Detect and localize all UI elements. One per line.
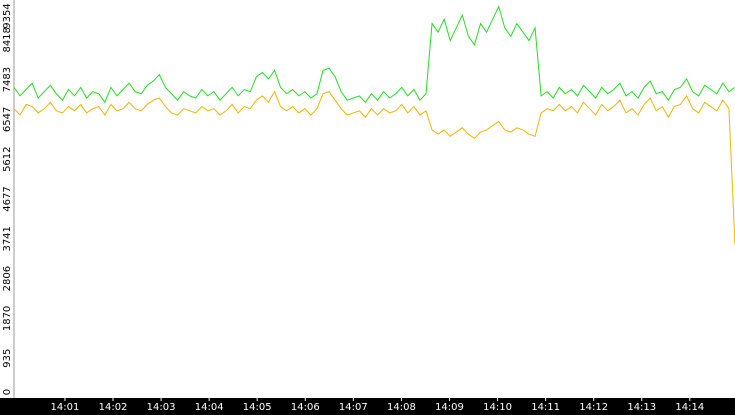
x-tick-label: 14:05 bbox=[243, 402, 272, 413]
x-tick-label: 14:08 bbox=[387, 402, 416, 413]
y-tick-label: 1870 bbox=[2, 306, 13, 331]
x-tick-label: 14:07 bbox=[339, 402, 368, 413]
y-tick-label: 2806 bbox=[2, 266, 13, 291]
y-tick-label: 8418 bbox=[2, 27, 13, 52]
y-tick-label: 5612 bbox=[2, 146, 13, 171]
x-tick-label: 14:01 bbox=[51, 402, 80, 413]
x-tick-label: 14:02 bbox=[99, 402, 128, 413]
y-tick-label: 6547 bbox=[2, 107, 13, 132]
x-tick-label: 14:14 bbox=[675, 402, 704, 413]
x-tick-label: 14:06 bbox=[291, 402, 320, 413]
y-tick-label: 935 bbox=[2, 349, 13, 368]
x-axis-band bbox=[0, 398, 735, 415]
y-tick-label: 4677 bbox=[2, 186, 13, 211]
x-tick-label: 14:12 bbox=[579, 402, 608, 413]
x-tick-label: 14:11 bbox=[531, 402, 560, 413]
x-tick-label: 14:03 bbox=[147, 402, 176, 413]
y-tick-label: 3741 bbox=[2, 226, 13, 251]
y-tick-label: 9354 bbox=[2, 3, 13, 28]
x-tick-label: 14:10 bbox=[483, 402, 512, 413]
series-line bbox=[13, 5, 735, 104]
y-tick-label: 0 bbox=[2, 389, 13, 395]
series-line bbox=[13, 90, 735, 245]
x-tick-label: 14:13 bbox=[627, 402, 656, 413]
y-tick-label: 7483 bbox=[2, 67, 13, 92]
x-tick-label: 14:09 bbox=[435, 402, 464, 413]
x-tick-label: 14:04 bbox=[195, 402, 224, 413]
